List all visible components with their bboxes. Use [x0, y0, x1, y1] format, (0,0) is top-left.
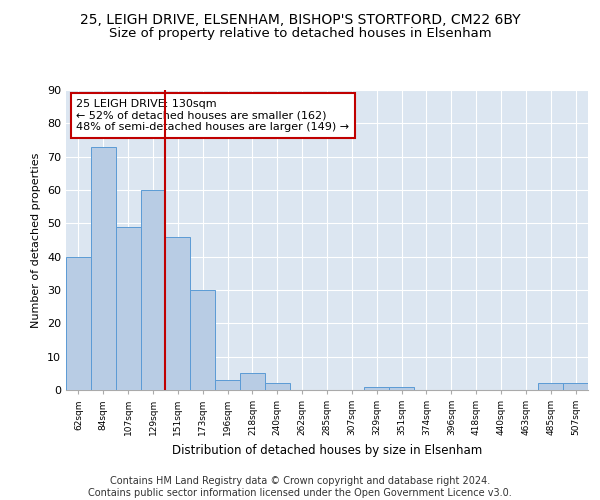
Bar [140, 190, 166, 390]
Text: Contains HM Land Registry data © Crown copyright and database right 2024.
Contai: Contains HM Land Registry data © Crown c… [88, 476, 512, 498]
Bar [215, 380, 240, 390]
X-axis label: Distribution of detached houses by size in Elsenham: Distribution of detached houses by size … [172, 444, 482, 456]
Bar [66, 256, 91, 390]
Bar [240, 374, 265, 390]
Text: 25, LEIGH DRIVE, ELSENHAM, BISHOP'S STORTFORD, CM22 6BY: 25, LEIGH DRIVE, ELSENHAM, BISHOP'S STOR… [80, 12, 520, 26]
Bar [389, 386, 414, 390]
Bar [116, 226, 140, 390]
Text: Size of property relative to detached houses in Elsenham: Size of property relative to detached ho… [109, 28, 491, 40]
Bar [265, 384, 290, 390]
Bar [364, 386, 389, 390]
Bar [538, 384, 563, 390]
Text: 25 LEIGH DRIVE: 130sqm
← 52% of detached houses are smaller (162)
48% of semi-de: 25 LEIGH DRIVE: 130sqm ← 52% of detached… [76, 99, 350, 132]
Y-axis label: Number of detached properties: Number of detached properties [31, 152, 41, 328]
Bar [166, 236, 190, 390]
Bar [190, 290, 215, 390]
Bar [563, 384, 588, 390]
Bar [91, 146, 116, 390]
